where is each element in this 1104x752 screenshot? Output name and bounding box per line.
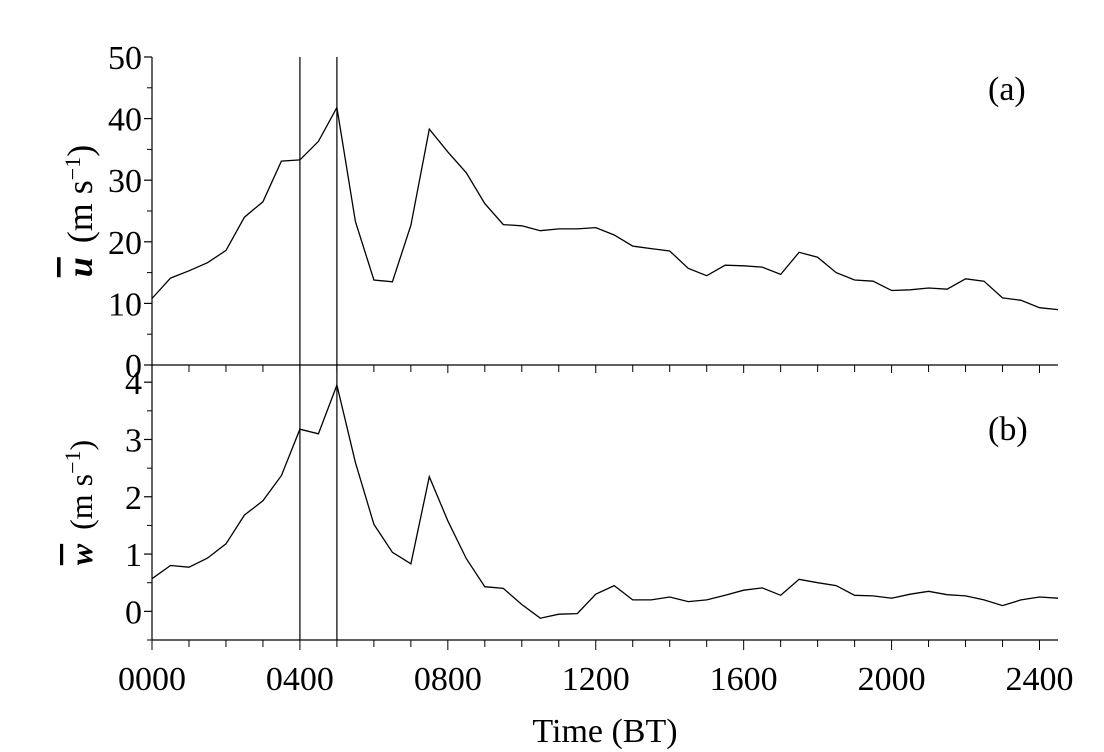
- y-axis-close-1: ): [60, 145, 100, 157]
- y-tick-label-1: 30: [108, 163, 142, 200]
- y-tick-label-1: 0: [125, 348, 142, 385]
- x-tick-label: 0400: [266, 661, 334, 698]
- x-tick-label: 0000: [118, 661, 186, 698]
- y-axis-exponent-2: −1: [60, 450, 85, 473]
- x-tick-label: 1200: [562, 661, 630, 698]
- y-axis-exponent-1: −1: [60, 157, 85, 180]
- y-tick-label-1: 20: [108, 225, 142, 262]
- series-line-2: [151, 382, 1059, 619]
- y-tick-label-2: 4: [125, 365, 142, 402]
- y-axis-title-1: u (m s−1): [60, 145, 100, 277]
- y-tick-label-2: 2: [125, 480, 142, 517]
- y-tick-label-2: 3: [125, 422, 142, 459]
- y-axis-title-2: w (m s−1): [60, 440, 99, 565]
- y-axis-symbol-1: u: [60, 257, 100, 277]
- y-axis-symbol-2: w: [63, 543, 99, 565]
- x-tick-label: 0800: [414, 661, 482, 698]
- series-layer: [151, 57, 1059, 640]
- y-axis-close-2: ): [63, 440, 99, 451]
- y-tick-label-2: 1: [125, 537, 142, 574]
- x-tick-label: 2400: [1006, 661, 1074, 698]
- y-axis-units-2: (m s: [63, 474, 99, 530]
- x-axis-title: Time (BT): [532, 713, 677, 750]
- y-tick-label-2: 0: [125, 594, 142, 631]
- panel-label-1: (a): [988, 71, 1026, 108]
- y-tick-label-1: 50: [108, 40, 142, 77]
- axes-layer: [144, 56, 1058, 650]
- x-tick-label: 2000: [858, 661, 926, 698]
- panel-label-2: (b): [988, 411, 1028, 448]
- series-line-1: [151, 105, 1059, 311]
- y-tick-label-1: 40: [108, 102, 142, 139]
- x-tick-label: 1600: [710, 661, 778, 698]
- y-tick-label-1: 10: [108, 286, 142, 323]
- y-axis-units-1: (m s: [60, 180, 100, 243]
